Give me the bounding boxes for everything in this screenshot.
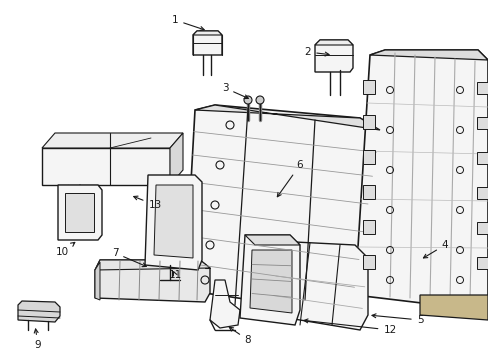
- Polygon shape: [184, 105, 379, 315]
- Polygon shape: [476, 82, 487, 94]
- Polygon shape: [476, 222, 487, 234]
- Polygon shape: [249, 250, 291, 313]
- Text: 13: 13: [133, 196, 162, 210]
- Text: 5: 5: [371, 314, 423, 325]
- Text: 11: 11: [168, 270, 181, 280]
- Polygon shape: [369, 50, 487, 60]
- Polygon shape: [476, 117, 487, 129]
- Polygon shape: [314, 40, 352, 72]
- Polygon shape: [362, 255, 374, 269]
- Polygon shape: [42, 133, 183, 148]
- Polygon shape: [95, 260, 209, 270]
- Text: 12: 12: [304, 319, 396, 335]
- Circle shape: [244, 96, 251, 104]
- Text: 4: 4: [423, 240, 447, 258]
- Text: 8: 8: [229, 327, 251, 345]
- Polygon shape: [269, 242, 367, 330]
- Text: 9: 9: [34, 329, 41, 350]
- Polygon shape: [476, 257, 487, 269]
- Polygon shape: [240, 235, 299, 325]
- Polygon shape: [170, 133, 183, 185]
- Polygon shape: [362, 115, 374, 129]
- Polygon shape: [195, 105, 379, 130]
- Polygon shape: [145, 175, 202, 270]
- Text: 3: 3: [221, 83, 248, 99]
- Polygon shape: [193, 31, 222, 55]
- Polygon shape: [476, 187, 487, 199]
- Polygon shape: [154, 185, 193, 258]
- Polygon shape: [58, 185, 102, 240]
- Polygon shape: [244, 235, 299, 245]
- Circle shape: [256, 96, 264, 104]
- Polygon shape: [95, 260, 209, 302]
- Polygon shape: [354, 50, 487, 310]
- Text: 1: 1: [171, 15, 204, 30]
- Polygon shape: [209, 280, 240, 328]
- Polygon shape: [419, 295, 487, 320]
- Text: 2: 2: [304, 47, 328, 57]
- Polygon shape: [193, 31, 222, 35]
- Polygon shape: [18, 301, 60, 322]
- Text: 6: 6: [277, 160, 303, 197]
- Polygon shape: [476, 152, 487, 164]
- Polygon shape: [362, 185, 374, 199]
- Polygon shape: [95, 262, 100, 300]
- Polygon shape: [362, 220, 374, 234]
- Polygon shape: [362, 80, 374, 94]
- Polygon shape: [65, 193, 94, 232]
- Polygon shape: [42, 148, 170, 185]
- Text: 7: 7: [111, 248, 146, 267]
- Polygon shape: [314, 40, 352, 45]
- Polygon shape: [362, 150, 374, 164]
- Text: 10: 10: [55, 242, 75, 257]
